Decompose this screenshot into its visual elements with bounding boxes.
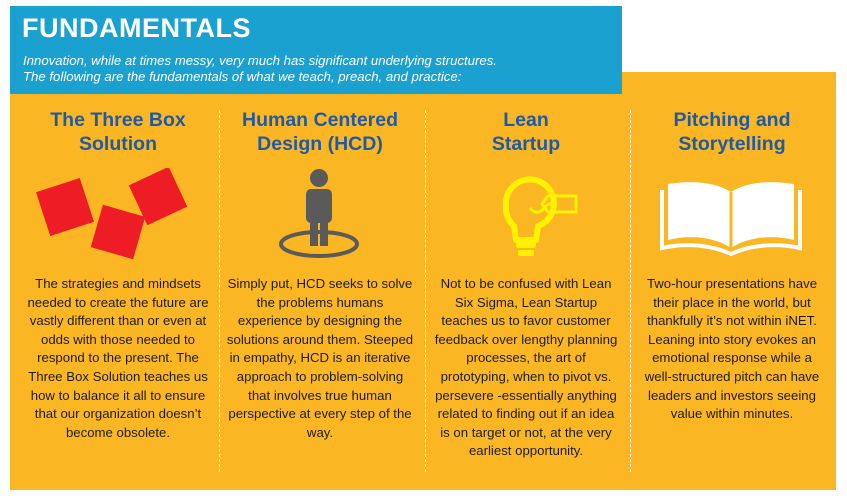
three-red-boxes-icon: [18, 166, 218, 263]
subtitle-line-1: Innovation, while at times messy, very m…: [23, 53, 497, 68]
column-title-line: Storytelling: [678, 133, 786, 155]
page-subtitle: Innovation, while at times messy, very m…: [23, 53, 497, 85]
column-title-line: Design (HCD): [257, 133, 383, 155]
column-title: The Three Box Solution: [18, 108, 218, 156]
header-banner: FUNDAMENTALS Innovation, while at times …: [10, 6, 622, 94]
column-title-line: Human Centered: [241, 109, 399, 131]
column-title-line: Startup: [491, 133, 561, 155]
column-title-line: Solution: [79, 133, 157, 155]
column-lean-startup: Lean Startup Not to be confused with Lea…: [426, 108, 626, 461]
column-description: The strategies and mindsets needed to cr…: [27, 276, 209, 440]
person-in-circle-icon: [220, 168, 420, 263]
column-title-line: Pitching and: [673, 109, 791, 131]
column-divider: [219, 110, 221, 472]
subtitle-line-2: The following are the fundamentals of wh…: [23, 69, 462, 84]
column-pitching: Pitching and Storytelling Two-hour prese…: [632, 108, 832, 424]
column-title-line: Lean: [503, 109, 549, 131]
column-description: Simply put, HCD seeks to solve the probl…: [226, 276, 414, 440]
column-divider: [425, 110, 427, 472]
column-hcd: Human Centered Design (HCD) Simply put, …: [220, 108, 420, 442]
column-three-box: The Three Box Solution The strategies an…: [18, 108, 218, 442]
column-title: Human Centered Design (HCD): [220, 108, 420, 156]
open-book-icon: [632, 168, 832, 263]
page-title: FUNDAMENTALS: [22, 13, 251, 43]
column-divider: [630, 110, 632, 472]
column-title: Lean Startup: [426, 108, 626, 156]
content-panel: [10, 94, 836, 490]
panel-corner: [622, 72, 836, 94]
lightbulb-tag-icon: [426, 168, 626, 263]
column-description: Two-hour presentations have their place …: [644, 276, 820, 422]
column-title-line: The Three Box: [50, 109, 186, 131]
column-title: Pitching and Storytelling: [632, 108, 832, 156]
column-description: Not to be confused with Lean Six Sigma, …: [434, 276, 618, 459]
